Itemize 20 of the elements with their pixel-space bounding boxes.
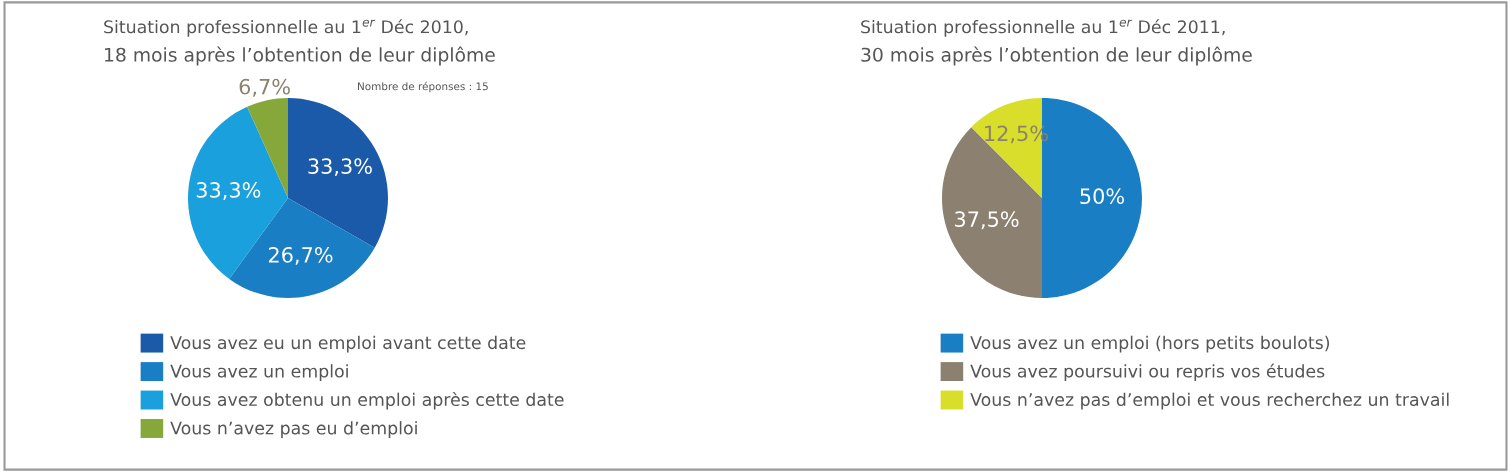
data-label: 6,7% bbox=[239, 78, 290, 97]
chart-subtitle: 18 mois après l’obtention de leur diplôme bbox=[105, 46, 495, 66]
legend-label: Vous avez obtenu un emploi après cette date bbox=[170, 391, 564, 410]
text: Nombre de réponses : 15 bbox=[358, 81, 488, 93]
legend-label: Vous avez eu un emploi avant cette date bbox=[170, 335, 526, 353]
chart-title: Situation professionnelle au 1$^{er}$ Déc 2010, bbox=[104, 19, 468, 37]
data-label: 50% bbox=[1080, 188, 1124, 205]
legend-label: Vous n’avez pas d’emploi et vous recherchez un travail bbox=[970, 392, 1449, 410]
pie-slice bbox=[229, 198, 375, 298]
legend-label: Vous avez poursuivi ou repris vos études bbox=[970, 363, 1325, 381]
pie-slice bbox=[288, 98, 388, 248]
legend-label: Vous n’avez pas eu d’emploi bbox=[170, 421, 417, 438]
chart-subtitle: 30 mois après l’obtention de leur diplôme bbox=[861, 46, 1252, 66]
chart-title: Situation professionnelle au 1$^{er}$ Déc 2011, bbox=[861, 19, 1225, 37]
data-label: 26,7% bbox=[268, 246, 333, 265]
legend-label: Vous avez un emploi (hors petits boulots) bbox=[970, 335, 1330, 353]
legend-label: Vous avez un emploi bbox=[170, 364, 348, 381]
data-label: 33,3% bbox=[308, 158, 372, 177]
data-label: 33,3% bbox=[196, 182, 261, 200]
data-label: 37,5% bbox=[955, 211, 1019, 230]
